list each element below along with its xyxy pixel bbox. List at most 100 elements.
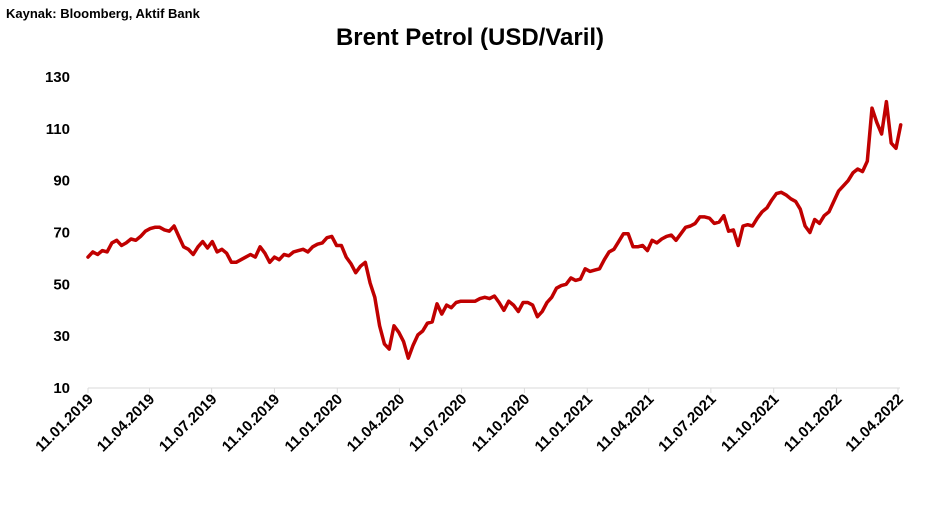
data-point bbox=[417, 334, 419, 336]
data-point bbox=[340, 244, 342, 247]
data-point bbox=[661, 238, 663, 240]
x-tick-label: 11.01.2020 bbox=[282, 391, 347, 456]
x-tick-label: 11.04.2019 bbox=[94, 391, 159, 456]
data-point bbox=[704, 216, 706, 218]
data-point bbox=[579, 278, 582, 280]
data-point bbox=[154, 226, 156, 228]
data-point bbox=[269, 261, 271, 263]
data-point bbox=[111, 242, 113, 244]
data-point bbox=[211, 241, 213, 243]
data-point bbox=[665, 235, 668, 237]
data-point bbox=[383, 343, 385, 345]
data-point bbox=[350, 263, 352, 265]
series-group bbox=[86, 99, 903, 360]
data-point bbox=[498, 301, 500, 304]
data-point bbox=[168, 230, 170, 232]
data-point bbox=[785, 194, 787, 196]
data-point bbox=[718, 221, 720, 223]
data-point bbox=[646, 250, 649, 252]
data-point bbox=[637, 246, 639, 248]
data-point bbox=[503, 309, 505, 311]
y-tick-label: 30 bbox=[53, 328, 70, 345]
data-point bbox=[130, 238, 132, 240]
data-point bbox=[249, 253, 252, 256]
data-point bbox=[364, 261, 366, 263]
data-point bbox=[97, 253, 99, 256]
x-tick-label: 11.10.2021 bbox=[718, 391, 783, 456]
data-point bbox=[871, 107, 873, 109]
data-point bbox=[761, 211, 763, 213]
data-point bbox=[809, 231, 811, 234]
data-point bbox=[814, 218, 816, 221]
data-point bbox=[766, 207, 768, 209]
data-point bbox=[857, 168, 859, 170]
data-point bbox=[135, 239, 137, 241]
data-point bbox=[450, 307, 452, 309]
data-point bbox=[613, 248, 615, 250]
data-point bbox=[355, 272, 357, 274]
data-point bbox=[876, 121, 878, 123]
data-point bbox=[603, 259, 605, 261]
y-tick-label: 110 bbox=[46, 121, 70, 138]
data-point bbox=[512, 304, 515, 306]
x-tick-label: 11.10.2019 bbox=[219, 391, 284, 456]
data-point bbox=[87, 256, 89, 258]
data-point bbox=[823, 215, 825, 217]
data-point bbox=[178, 235, 180, 237]
y-tick-label: 70 bbox=[53, 225, 70, 242]
y-axis-ticks: 10 30 50 70 90 110 130 bbox=[45, 69, 70, 397]
data-point bbox=[598, 268, 601, 270]
data-point bbox=[120, 244, 123, 247]
data-point bbox=[293, 251, 295, 253]
data-point bbox=[479, 298, 481, 300]
data-point bbox=[589, 270, 591, 272]
data-point bbox=[307, 251, 309, 253]
data-point bbox=[273, 256, 276, 258]
data-point bbox=[555, 287, 558, 289]
x-tick-label: 11.01.2021 bbox=[532, 391, 597, 456]
data-point bbox=[780, 191, 782, 193]
x-tick-label: 11.07.2020 bbox=[406, 391, 471, 456]
chart-title: Brent Petrol (USD/Varil) bbox=[336, 24, 604, 51]
data-point bbox=[728, 230, 730, 232]
data-point bbox=[283, 253, 285, 256]
data-point bbox=[206, 247, 209, 249]
y-tick-label: 90 bbox=[53, 173, 70, 190]
data-point bbox=[374, 296, 376, 298]
data-point bbox=[560, 285, 562, 287]
data-point bbox=[254, 256, 256, 258]
data-point bbox=[799, 208, 801, 210]
data-point bbox=[460, 300, 462, 302]
data-point bbox=[680, 233, 682, 235]
data-point bbox=[407, 357, 409, 359]
data-point bbox=[183, 246, 185, 248]
data-point bbox=[694, 222, 696, 224]
data-point bbox=[302, 248, 304, 250]
data-point bbox=[742, 225, 744, 227]
data-point bbox=[221, 248, 223, 250]
data-point bbox=[771, 199, 773, 201]
data-point bbox=[426, 322, 428, 324]
source-note: Kaynak: Bloomberg, Aktif Bank bbox=[6, 6, 200, 21]
y-tick-label: 130 bbox=[45, 69, 70, 86]
data-point bbox=[192, 253, 194, 256]
data-point bbox=[565, 283, 567, 285]
data-point bbox=[751, 225, 754, 227]
data-point bbox=[316, 243, 319, 245]
data-point bbox=[336, 244, 338, 247]
data-point bbox=[775, 193, 778, 195]
data-point bbox=[235, 261, 237, 263]
data-point bbox=[402, 340, 405, 342]
data-point bbox=[737, 244, 739, 247]
data-point bbox=[656, 242, 658, 244]
data-point bbox=[551, 296, 553, 298]
data-point bbox=[446, 304, 448, 306]
data-point bbox=[584, 268, 586, 270]
data-point bbox=[297, 250, 299, 252]
data-point bbox=[508, 300, 510, 302]
data-point bbox=[493, 295, 495, 297]
data-point bbox=[484, 296, 486, 298]
data-point bbox=[379, 325, 381, 327]
data-point bbox=[842, 185, 845, 187]
